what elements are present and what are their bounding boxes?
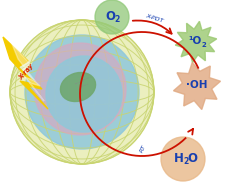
Text: X-PDT: X-PDT [144,14,164,24]
Ellipse shape [60,72,95,101]
Text: H: H [174,152,184,164]
Polygon shape [12,44,44,101]
Text: X-ray: X-ray [17,63,35,81]
Text: RT: RT [139,143,147,153]
Polygon shape [175,21,217,63]
Text: O: O [105,9,115,22]
Circle shape [161,137,205,181]
Polygon shape [173,63,220,109]
Circle shape [46,56,122,132]
Text: 2: 2 [114,15,120,25]
Circle shape [34,43,126,135]
Circle shape [10,20,154,164]
Circle shape [95,0,129,34]
Circle shape [25,35,139,149]
Text: ¹O: ¹O [188,36,202,46]
Text: ·OH: ·OH [186,80,208,90]
Text: 2: 2 [202,42,206,48]
Text: O: O [187,152,197,164]
Text: 2: 2 [183,157,189,167]
Polygon shape [3,37,48,109]
